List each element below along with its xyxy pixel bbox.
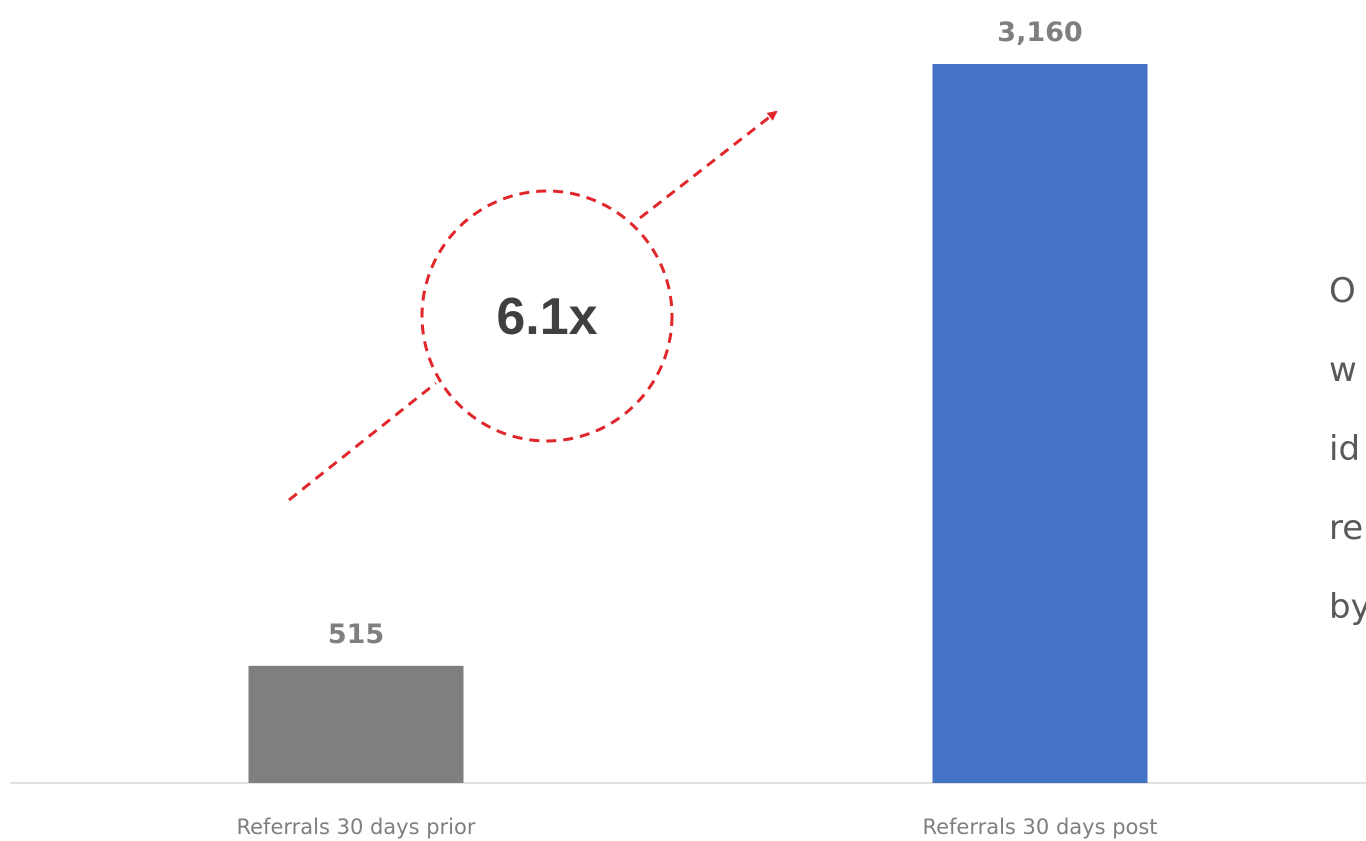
- side-text-line-5: by: [1329, 587, 1366, 627]
- growth-multiplier-label: 6.1x: [496, 288, 597, 346]
- bar-referrals-post: [932, 64, 1148, 783]
- side-text-block: O w id re by: [1329, 271, 1366, 627]
- side-text-line-3: id: [1329, 429, 1360, 469]
- bar-referrals-prior: [248, 665, 464, 783]
- x-tick-label-referrals-prior: Referrals 30 days prior: [236, 815, 475, 839]
- x-tick-label-referrals-post: Referrals 30 days post: [922, 815, 1157, 839]
- side-text-line-1: O: [1329, 271, 1356, 311]
- growth-circle: [420, 189, 674, 443]
- growth-annotation: 6.1x: [288, 110, 778, 502]
- growth-arrow-upper-segment: [639, 110, 778, 220]
- side-text-line-4: re: [1329, 508, 1363, 548]
- data-label-referrals-post: 3,160: [997, 17, 1082, 48]
- data-label-referrals-prior: 515: [328, 619, 384, 650]
- growth-arrow-lower-segment: [288, 381, 437, 502]
- side-text-line-2: w: [1329, 350, 1357, 390]
